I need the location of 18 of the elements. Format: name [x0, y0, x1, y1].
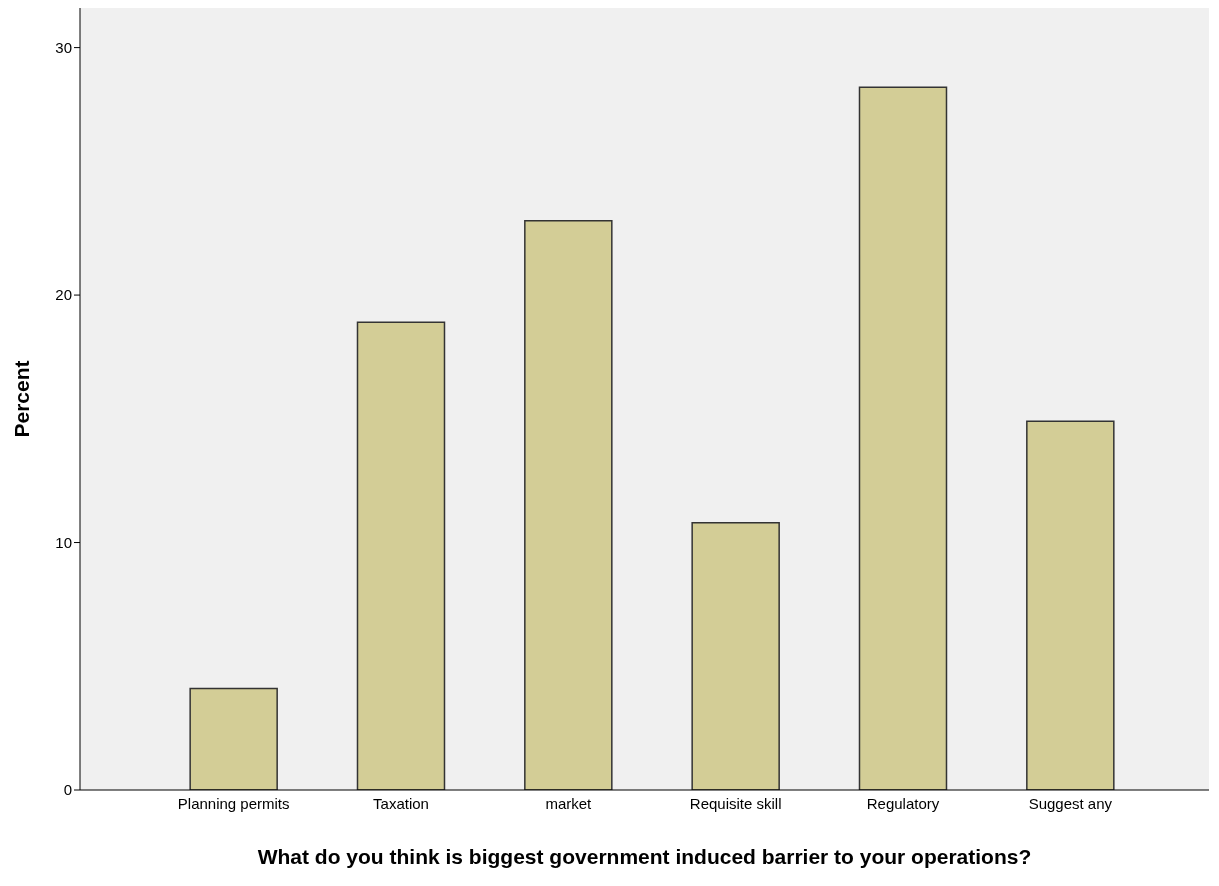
x-tick-label: Taxation [373, 794, 429, 812]
bar [189, 687, 278, 790]
bar [691, 521, 780, 790]
x-axis-title: What do you think is biggest government induced barrier to your operations? [257, 845, 1032, 868]
x-tick-label: Regulatory [866, 794, 940, 812]
x-tick-label: market [545, 794, 593, 812]
x-tick-label: Requisite skill [689, 794, 782, 812]
y-tick-label: 30 [55, 38, 72, 56]
bar [524, 220, 613, 790]
bar [356, 321, 446, 790]
y-tick-label: 10 [55, 533, 72, 551]
bar [858, 86, 948, 790]
y-axis-title: Percent [10, 360, 34, 438]
bar [1026, 420, 1115, 790]
y-tick-label: 0 [63, 781, 72, 799]
y-tick-label: 20 [55, 286, 72, 304]
x-tick-label: Planning permits [177, 794, 290, 812]
x-tick-label: Suggest any [1028, 794, 1113, 812]
